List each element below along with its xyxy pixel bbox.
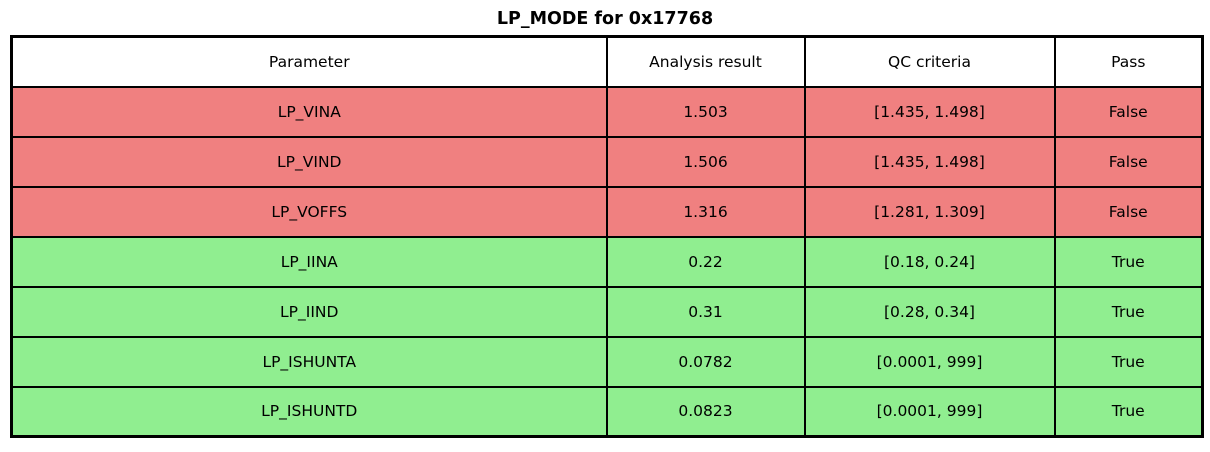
qc-results-table: Parameter Analysis result QC criteria Pa… xyxy=(10,35,1204,438)
parameter-cell: LP_VINA xyxy=(10,85,608,138)
pass-cell: False xyxy=(1053,85,1204,138)
table-header-row: Parameter Analysis result QC criteria Pa… xyxy=(10,35,1204,88)
header-parameter: Parameter xyxy=(10,35,608,88)
qc-criteria-cell: [1.435, 1.498] xyxy=(803,85,1056,138)
qc-criteria-cell: [0.28, 0.34] xyxy=(803,285,1056,338)
parameter-cell: LP_IINA xyxy=(10,235,608,288)
table-row: LP_IINA 0.22 [0.18, 0.24] True xyxy=(10,235,1204,288)
pass-cell: True xyxy=(1053,235,1204,288)
table-row: LP_VINA 1.503 [1.435, 1.498] False xyxy=(10,85,1204,138)
pass-cell: False xyxy=(1053,185,1204,238)
table-row: LP_VIND 1.506 [1.435, 1.498] False xyxy=(10,135,1204,188)
header-qc-criteria: QC criteria xyxy=(803,35,1056,88)
analysis-result-cell: 1.506 xyxy=(605,135,806,188)
table-row: LP_ISHUNTA 0.0782 [0.0001, 999] True xyxy=(10,335,1204,388)
pass-cell: False xyxy=(1053,135,1204,188)
parameter-cell: LP_IIND xyxy=(10,285,608,338)
qc-criteria-cell: [1.435, 1.498] xyxy=(803,135,1056,188)
qc-criteria-cell: [0.0001, 999] xyxy=(803,335,1056,388)
parameter-cell: LP_ISHUNTA xyxy=(10,335,608,388)
analysis-result-cell: 0.31 xyxy=(605,285,806,338)
analysis-result-cell: 0.0823 xyxy=(605,385,806,438)
pass-cell: True xyxy=(1053,385,1204,438)
table-row: LP_VOFFS 1.316 [1.281, 1.309] False xyxy=(10,185,1204,238)
parameter-cell: LP_ISHUNTD xyxy=(10,385,608,438)
qc-criteria-cell: [0.0001, 999] xyxy=(803,385,1056,438)
table-row: LP_IIND 0.31 [0.28, 0.34] True xyxy=(10,285,1204,338)
header-pass: Pass xyxy=(1053,35,1204,88)
pass-cell: True xyxy=(1053,285,1204,338)
header-analysis-result: Analysis result xyxy=(605,35,806,88)
analysis-result-cell: 0.0782 xyxy=(605,335,806,388)
analysis-result-cell: 1.503 xyxy=(605,85,806,138)
parameter-cell: LP_VOFFS xyxy=(10,185,608,238)
qc-criteria-cell: [1.281, 1.309] xyxy=(803,185,1056,238)
parameter-cell: LP_VIND xyxy=(10,135,608,188)
pass-cell: True xyxy=(1053,335,1204,388)
analysis-result-cell: 1.316 xyxy=(605,185,806,238)
page-title: LP_MODE for 0x17768 xyxy=(496,9,714,29)
qc-criteria-cell: [0.18, 0.24] xyxy=(803,235,1056,288)
analysis-result-cell: 0.22 xyxy=(605,235,806,288)
table-row: LP_ISHUNTD 0.0823 [0.0001, 999] True xyxy=(10,385,1204,438)
